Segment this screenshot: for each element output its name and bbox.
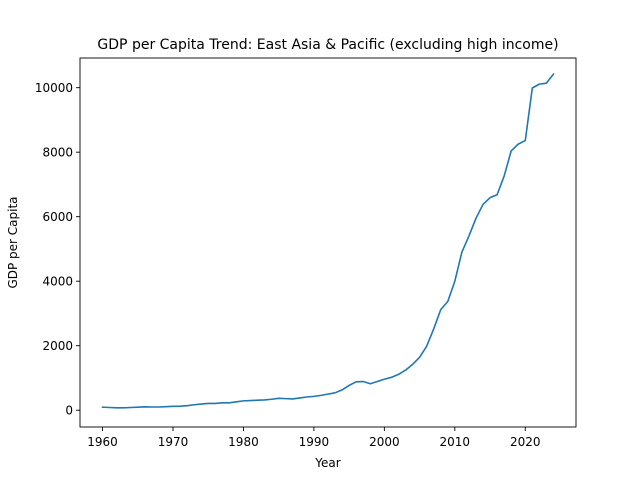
x-tick-label: 2020 (510, 435, 541, 449)
x-tick-label: 2010 (440, 435, 471, 449)
y-axis-ticks: 0 2000 4000 6000 8000 10000 (35, 81, 80, 418)
x-axis-label: Year (314, 456, 340, 470)
y-tick-label: 10000 (35, 81, 73, 95)
series-line (101, 73, 555, 409)
x-tick-label: 1970 (158, 435, 189, 449)
x-axis-ticks: 1960 1970 1980 1990 2000 2010 2020 (87, 427, 541, 449)
y-tick-label: 0 (65, 404, 73, 418)
y-tick-label: 4000 (42, 275, 73, 289)
chart-title: GDP per Capita Trend: East Asia & Pacifi… (97, 37, 558, 53)
x-tick-label: 1980 (228, 435, 259, 449)
y-tick-label: 8000 (42, 146, 73, 160)
y-tick-label: 6000 (42, 210, 73, 224)
y-tick-label: 2000 (42, 339, 73, 353)
plot-frame (79, 57, 577, 428)
x-tick-label: 1990 (299, 435, 330, 449)
x-tick-label: 1960 (87, 435, 118, 449)
x-tick-label: 2000 (369, 435, 400, 449)
y-axis-label: GDP per Capita (6, 196, 20, 288)
